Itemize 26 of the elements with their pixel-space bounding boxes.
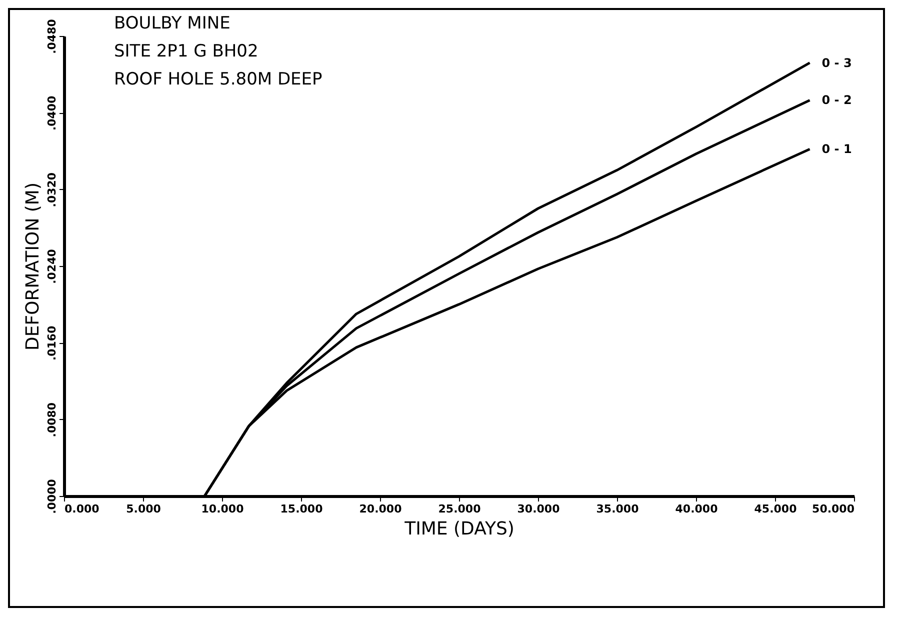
y-tick-label: .0320 (46, 172, 58, 208)
y-tick-label: .0000 (46, 478, 58, 514)
series-label: 0 - 1 (822, 142, 852, 156)
x-tick-label: 20.000 (359, 502, 402, 516)
x-tick-label: 5.000 (126, 502, 162, 516)
y-axis-title: DEFORMATION (M) (22, 182, 44, 350)
y-tick-label: .0080 (46, 402, 58, 438)
x-axis-title: TIME (DAYS) (404, 518, 514, 540)
y-tick-label: .0400 (46, 95, 58, 131)
text: ROOF HOLE 5.80M DEEP (114, 70, 322, 90)
text: SITE 2P1 G BH02 (114, 42, 258, 62)
x-tick-label: 30.000 (517, 502, 560, 516)
text: BOULBY MINE (114, 14, 230, 34)
y-tick-label: .0160 (46, 325, 58, 361)
y-tick-label: .0240 (46, 248, 58, 284)
x-tick-label: 15.000 (280, 502, 324, 516)
x-tick-label: 45.000 (754, 502, 798, 516)
y-tick-label: .0480 (46, 18, 58, 54)
x-tick-label: 35.000 (596, 502, 640, 516)
x-tick-label: 10.000 (201, 502, 244, 516)
x-tick-label: 40.000 (675, 502, 718, 516)
x-tick-label: 50.000 (812, 502, 855, 516)
x-tick-label: 0.000 (64, 502, 100, 516)
series-label: 0 - 3 (822, 56, 852, 70)
x-tick-label: 25.000 (438, 502, 482, 516)
series-label: 0 - 2 (822, 93, 852, 108)
